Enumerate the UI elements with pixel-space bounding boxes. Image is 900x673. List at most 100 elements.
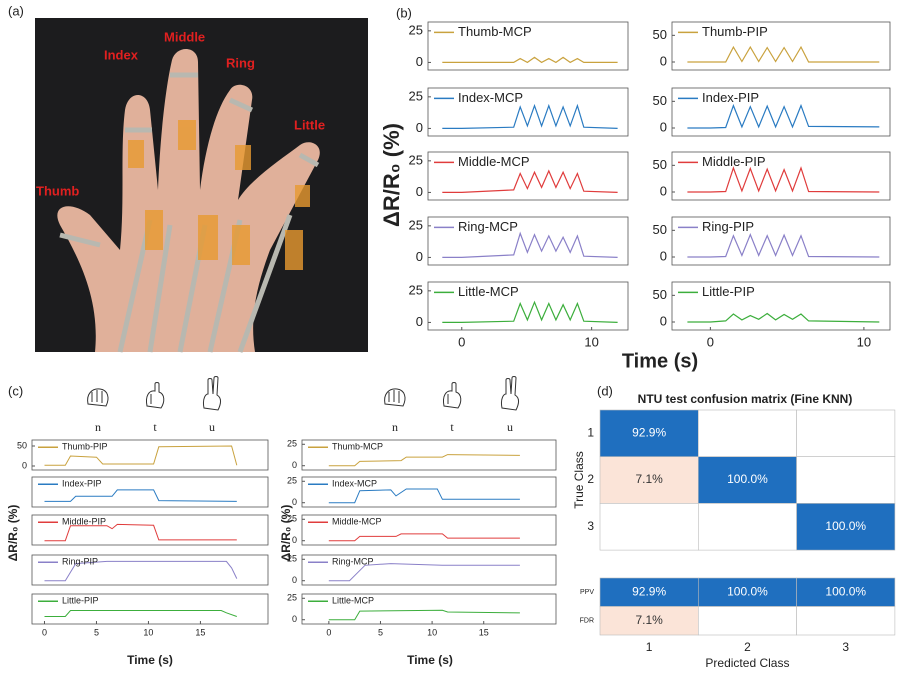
y-tick-label: 0 [292, 535, 297, 545]
data-line [687, 103, 880, 129]
gesture-icon [203, 376, 221, 411]
gesture-outline [501, 376, 519, 411]
sensor-patches [128, 120, 310, 270]
y-tick-label: 0 [416, 314, 423, 329]
matrix-cell [697, 606, 797, 636]
column-label: 3 [842, 640, 849, 654]
y-tick-label: 0 [416, 54, 423, 69]
y-tick-label: 0 [292, 575, 297, 585]
gesture-icon [501, 376, 519, 411]
x-axis-label: Time (s) [127, 653, 173, 667]
data-line [328, 454, 520, 467]
column-label: 2 [744, 640, 751, 654]
data-line [44, 523, 237, 542]
x-axis-label: Time (s) [407, 653, 453, 667]
gesture-outline [87, 388, 109, 407]
plot-frame [301, 554, 557, 586]
legend-label: Little-MCP [458, 284, 519, 299]
finger-label: Middle [164, 29, 205, 44]
data-line [328, 609, 520, 621]
legend-label: Index-PIP [702, 90, 759, 105]
gesture-letter: n [95, 420, 101, 434]
legend-label: Index-PIP [62, 479, 102, 489]
legend-label: Ring-PIP [62, 557, 98, 567]
row-label: 1 [587, 426, 594, 440]
y-tick-label: 0 [660, 183, 667, 198]
x-tick-label: 15 [195, 627, 205, 637]
data-line [687, 45, 880, 63]
data-line [442, 231, 618, 258]
gesture-icon [87, 388, 109, 407]
y-tick-label: 25 [409, 22, 423, 37]
matrix-cell [697, 503, 797, 551]
legend-label: Thumb-MCP [332, 442, 383, 452]
x-axis-label: Predicted Class [705, 656, 789, 670]
data-line [44, 610, 237, 617]
x-tick-label: 10 [143, 627, 153, 637]
matrix-cell [697, 577, 797, 607]
y-tick-label: 25 [409, 217, 423, 232]
x-tick-label: 5 [94, 627, 99, 637]
matrix-cell [599, 503, 699, 551]
plot-frame [301, 476, 557, 508]
summary-row-label: PPV [580, 589, 594, 596]
matrix-cell [697, 409, 797, 458]
cell-label: 100.0% [825, 584, 866, 598]
y-tick-label: 50 [653, 93, 667, 108]
plot-frame [31, 439, 269, 471]
legend-label: Middle-MCP [332, 517, 382, 527]
y-tick-label: 50 [17, 440, 27, 450]
y-tick-label: 0 [416, 184, 423, 199]
gesture-letter: t [450, 420, 454, 434]
plot-frame [301, 514, 557, 546]
legend-label: Little-PIP [62, 596, 99, 606]
legend-label: Ring-MCP [458, 219, 518, 234]
gesture-outline [384, 388, 406, 407]
matrix-cell [796, 503, 896, 551]
y-tick-label: 25 [409, 88, 423, 103]
y-tick-label: 25 [287, 514, 297, 524]
data-line [687, 312, 880, 323]
gesture-outline [146, 382, 165, 409]
x-tick-label: 10 [857, 334, 871, 349]
gesture-outline [203, 376, 221, 411]
finger-label: Little [294, 117, 325, 132]
data-line [328, 533, 520, 542]
finger-label: Index [104, 47, 139, 62]
legend-label: Index-MCP [332, 479, 377, 489]
finger-labels: Index Middle Ring Little Thumb [36, 29, 325, 198]
y-tick-label: 50 [653, 222, 667, 237]
plot-frame [31, 476, 269, 508]
data-line [44, 489, 237, 502]
matrix-cell [796, 409, 896, 458]
data-line [328, 488, 520, 504]
hand [57, 48, 320, 352]
y-tick-label: 0 [660, 248, 667, 263]
gesture-letter: u [209, 420, 215, 434]
legend-label: Ring-MCP [332, 557, 374, 567]
y-tick-label: 0 [660, 119, 667, 134]
plot-frame [301, 593, 557, 625]
y-tick-label: 0 [22, 460, 27, 470]
legend-label: Thumb-PIP [62, 442, 108, 452]
cell-label: 100.0% [825, 519, 866, 533]
y-tick-label: 0 [416, 120, 423, 135]
x-tick-label: 0 [707, 334, 714, 349]
x-tick-label: 10 [427, 627, 437, 637]
gesture-icon [146, 382, 165, 409]
x-tick-label: 5 [378, 627, 383, 637]
y-tick-label: 0 [660, 313, 667, 328]
legend-label: Thumb-MCP [458, 24, 532, 39]
y-tick-label: 50 [653, 287, 667, 302]
y-tick-label: 0 [292, 614, 297, 624]
x-axis-label: Time (s) [622, 350, 698, 372]
x-tick-label: 0 [42, 627, 47, 637]
matrix-cell [796, 577, 896, 607]
cell-label: 100.0% [727, 472, 768, 486]
y-tick-label: 0 [292, 460, 297, 470]
gesture-letter: t [153, 420, 157, 434]
legend-label: Ring-PIP [702, 219, 754, 234]
panel-label: (c) [8, 383, 23, 398]
legend-label: Middle-MCP [458, 154, 530, 169]
